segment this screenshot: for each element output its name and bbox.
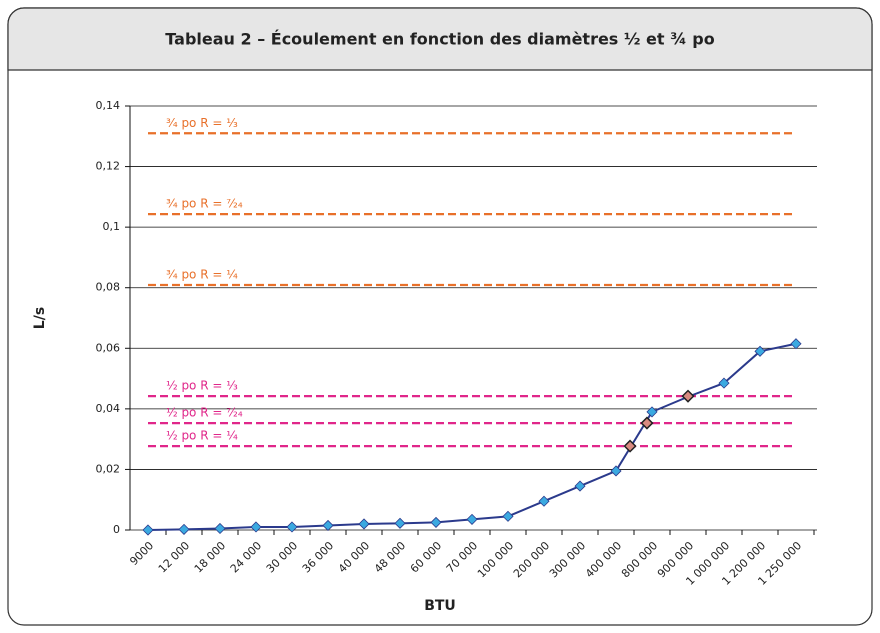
x-axis-label: BTU (424, 598, 456, 614)
header-band (7, 7, 873, 71)
y-tick-label: 0,1 (103, 220, 121, 233)
reference-label: ¹⁄₂ po R = ⁷⁄₂₄ (166, 406, 243, 420)
data-point (610, 465, 622, 477)
intersection-point (640, 416, 654, 430)
data-point (538, 495, 550, 507)
data-point (430, 516, 442, 528)
y-tick-label: 0,06 (96, 341, 121, 354)
data-point (466, 513, 478, 525)
data-point (394, 517, 406, 529)
data-point (754, 345, 766, 357)
y-tick-label: 0 (113, 523, 120, 536)
data-point (718, 377, 730, 389)
data-point (214, 522, 226, 535)
reference-label: ¹⁄₂ po R = ¹⁄₄ (166, 429, 238, 443)
data-point (178, 523, 190, 535)
y-tick-label: 0,04 (96, 402, 121, 415)
reference-label: ¹⁄₂ po R = ¹⁄₃ (166, 379, 238, 393)
data-point (646, 406, 658, 418)
data-point (502, 510, 514, 522)
reference-label: ³⁄₄ po R = ¹⁄₃ (166, 116, 238, 130)
y-tick-label: 0,14 (96, 99, 121, 112)
data-point (358, 518, 370, 530)
intersection-point (681, 389, 695, 403)
data-point (250, 521, 262, 533)
data-point (142, 524, 154, 536)
y-tick-label: 0,08 (96, 281, 121, 294)
y-tick-label: 0,12 (96, 160, 121, 173)
reference-label: ³⁄₄ po R = ⁷⁄₂₄ (166, 197, 243, 211)
y-tick-label: 0,02 (96, 462, 121, 475)
reference-label: ³⁄₄ po R = ¹⁄₄ (166, 267, 238, 281)
intersection-point (623, 439, 637, 453)
data-point (790, 338, 802, 350)
y-axis-label: L/s (32, 307, 48, 329)
chart-title: Tableau 2 – Écoulement en fonction des d… (165, 30, 714, 49)
data-point (322, 519, 334, 532)
data-point (574, 480, 586, 492)
data-point (286, 521, 298, 533)
